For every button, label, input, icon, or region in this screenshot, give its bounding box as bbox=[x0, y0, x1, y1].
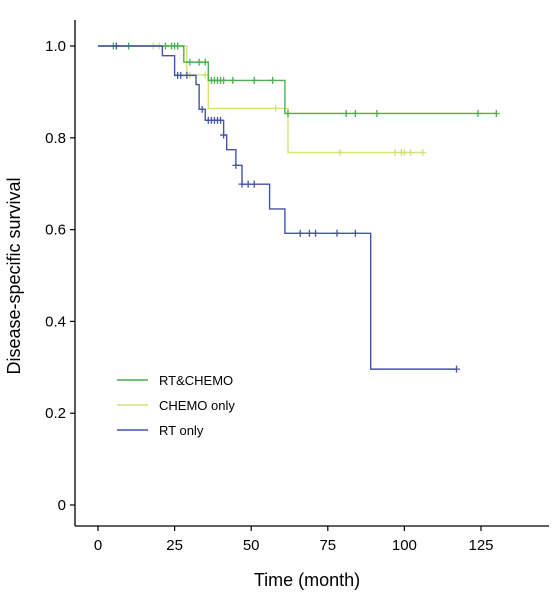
censor-mark bbox=[269, 76, 277, 84]
censor-mark bbox=[250, 180, 258, 188]
y-tick-label: 0.4 bbox=[45, 313, 66, 330]
censor-mark bbox=[183, 71, 191, 79]
censor-mark bbox=[229, 76, 237, 84]
censor-mark bbox=[201, 58, 209, 66]
censor-mark bbox=[336, 148, 344, 156]
y-axis-title: Disease-specific survival bbox=[4, 177, 24, 374]
censor-mark bbox=[407, 148, 415, 156]
censor-mark bbox=[177, 71, 185, 79]
censor-mark bbox=[342, 109, 350, 117]
x-axis-title: Time (month) bbox=[254, 570, 360, 590]
censor-mark bbox=[351, 109, 359, 117]
legend-label: RT&CHEMO bbox=[159, 373, 233, 388]
censor-mark bbox=[238, 180, 246, 188]
y-tick-label: 0.6 bbox=[45, 222, 66, 239]
censor-mark bbox=[351, 229, 359, 237]
legend-item: RT&CHEMO bbox=[117, 373, 233, 388]
censor-mark bbox=[419, 148, 427, 156]
series-chemo-only bbox=[98, 42, 427, 156]
censor-mark bbox=[198, 105, 206, 113]
censor-mark bbox=[232, 161, 240, 169]
legend-item: CHEMO only bbox=[117, 398, 235, 413]
axes: 0 25 50 75 100 125 0 0.2 0.4 0.6 0.8 1.0 bbox=[45, 20, 549, 554]
censor-mark bbox=[250, 76, 258, 84]
series-rt-chemo bbox=[98, 42, 500, 117]
censor-mark bbox=[373, 109, 381, 117]
censor-mark bbox=[312, 229, 320, 237]
series-layer bbox=[98, 42, 500, 373]
x-tick-label: 100 bbox=[392, 537, 417, 554]
censor-mark bbox=[333, 229, 341, 237]
survival-step-line bbox=[98, 45, 423, 154]
y-tick-label: 0.8 bbox=[45, 130, 66, 147]
censor-mark bbox=[186, 58, 194, 66]
y-tick-label: 0 bbox=[58, 497, 66, 514]
survival-step-line bbox=[98, 45, 457, 370]
censor-mark bbox=[161, 42, 169, 50]
censor-mark bbox=[452, 365, 460, 373]
censor-mark bbox=[296, 229, 304, 237]
censor-mark bbox=[217, 116, 225, 124]
legend: RT&CHEMO CHEMO only RT only bbox=[117, 373, 235, 438]
censor-mark bbox=[220, 131, 228, 139]
censor-mark bbox=[400, 148, 408, 156]
censor-mark bbox=[284, 109, 292, 117]
x-tick-label: 25 bbox=[166, 537, 183, 554]
censor-mark bbox=[244, 180, 252, 188]
censor-mark bbox=[492, 109, 500, 117]
censor-mark bbox=[272, 104, 280, 112]
censor-mark bbox=[220, 76, 228, 84]
legend-label: RT only bbox=[159, 423, 204, 438]
survival-step-line bbox=[98, 45, 497, 115]
x-tick-label: 50 bbox=[243, 537, 260, 554]
censor-mark bbox=[195, 58, 203, 66]
x-tick-label: 125 bbox=[468, 537, 493, 554]
x-tick-label: 0 bbox=[94, 537, 102, 554]
censor-mark bbox=[474, 109, 482, 117]
legend-item: RT only bbox=[117, 423, 204, 438]
censor-mark bbox=[305, 229, 313, 237]
series-rt-only bbox=[98, 42, 460, 373]
y-tick-label: 1.0 bbox=[45, 38, 66, 55]
legend-label: CHEMO only bbox=[159, 398, 235, 413]
censor-mark bbox=[391, 148, 399, 156]
x-tick-label: 75 bbox=[319, 537, 336, 554]
censor-mark bbox=[112, 42, 120, 50]
y-tick-label: 0.2 bbox=[45, 405, 66, 422]
censor-mark bbox=[174, 42, 182, 50]
censor-mark bbox=[201, 71, 209, 79]
